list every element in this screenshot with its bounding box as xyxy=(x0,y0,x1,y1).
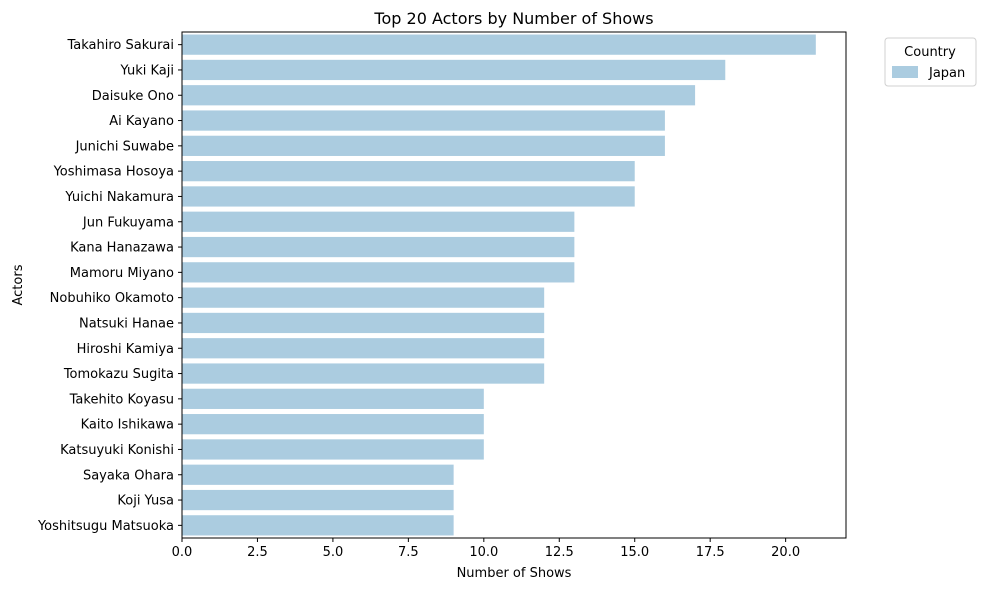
x-tick-label: 0.0 xyxy=(172,545,193,560)
y-tick-label: Kana Hanazawa xyxy=(70,241,174,256)
bar xyxy=(182,312,545,334)
y-tick-label: Sayaka Ohara xyxy=(83,468,174,483)
x-tick-label: 15.0 xyxy=(620,545,649,560)
y-tick-label: Yuichi Nakamura xyxy=(64,190,174,205)
y-tick-label: Junichi Suwabe xyxy=(75,139,174,154)
x-tick-label: 20.0 xyxy=(771,545,800,560)
bar xyxy=(182,85,696,106)
bar xyxy=(182,489,454,511)
chart-title: Top 20 Actors by Number of Shows xyxy=(373,9,653,28)
bar xyxy=(182,211,575,232)
y-tick-label: Yoshimasa Hosoya xyxy=(53,165,174,180)
legend: Country Japan xyxy=(884,37,977,87)
x-tick-label: 10.0 xyxy=(469,545,498,560)
y-tick-label: Takehito Koyasu xyxy=(69,392,174,407)
y-tick-label: Yuki Kaji xyxy=(120,63,174,78)
y-tick-label: Katsuyuki Konishi xyxy=(60,443,174,458)
y-tick-label: Daisuke Ono xyxy=(92,89,174,104)
x-tick-label: 12.5 xyxy=(545,545,574,560)
bar xyxy=(182,236,575,258)
y-tick-label: Natsuki Hanae xyxy=(79,316,174,331)
bar xyxy=(182,59,726,81)
x-tick-label: 17.5 xyxy=(696,545,725,560)
bar xyxy=(182,388,484,409)
x-axis: 0.0 2.5 5.0 7.5 10.0 12.5 15.0 17.5 20.0 xyxy=(172,538,800,560)
bar xyxy=(182,414,484,435)
y-tick-label: Koji Yusa xyxy=(117,494,174,509)
y-tick-label: Nobuhiko Okamoto xyxy=(50,291,174,306)
bar xyxy=(182,161,635,182)
y-tick-label: Yoshitsugu Matsuoka xyxy=(37,519,174,534)
bar xyxy=(182,110,665,131)
legend-title: Country xyxy=(904,45,956,60)
y-tick-label: Kaito Ishikawa xyxy=(81,418,174,433)
y-tick-label: Hiroshi Kamiya xyxy=(77,342,174,357)
y-axis: Takahiro Sakurai Yuki Kaji Daisuke Ono Ai K… xyxy=(37,38,182,534)
x-tick-label: 5.0 xyxy=(323,545,344,560)
bar xyxy=(182,363,545,384)
bar xyxy=(182,439,484,460)
bar xyxy=(182,186,635,207)
x-tick-label: 2.5 xyxy=(247,545,268,560)
legend-swatch xyxy=(892,66,918,78)
bar xyxy=(182,262,575,283)
y-tick-label: Jun Fukuyama xyxy=(82,215,174,230)
y-tick-label: Takahiro Sakurai xyxy=(66,38,174,53)
x-axis-label: Number of Shows xyxy=(457,566,572,581)
legend-entry-label: Japan xyxy=(928,66,965,81)
x-tick-label: 7.5 xyxy=(398,545,419,560)
y-tick-label: Ai Kayano xyxy=(109,114,174,129)
plot-frame xyxy=(181,31,847,539)
y-axis-label: Actors xyxy=(11,264,26,305)
bar xyxy=(182,515,454,536)
bar xyxy=(182,287,545,308)
y-tick-label: Tomokazu Sugita xyxy=(63,367,174,382)
y-tick-label: Mamoru Miyano xyxy=(70,266,174,281)
bar xyxy=(182,135,665,156)
bar xyxy=(182,464,454,485)
bars-layer xyxy=(182,34,816,536)
bar xyxy=(182,338,545,359)
bar xyxy=(182,34,816,55)
